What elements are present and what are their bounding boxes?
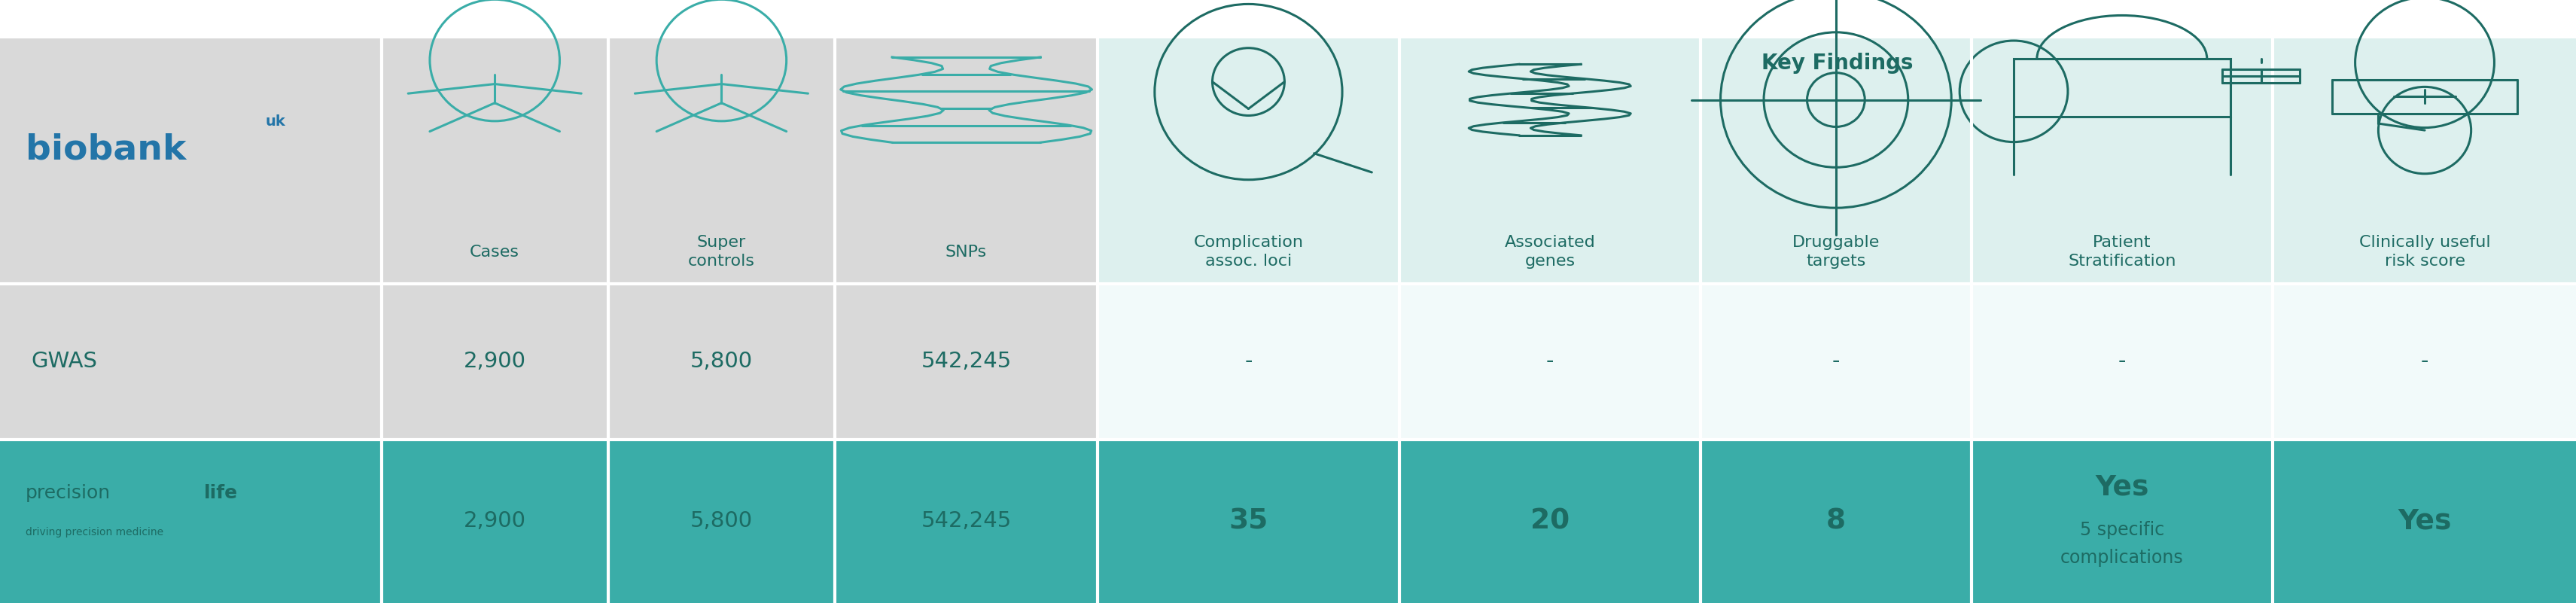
Text: -: - — [2419, 351, 2429, 372]
Text: SNPs: SNPs — [945, 245, 987, 260]
Bar — [835, 439, 1097, 603]
Bar — [381, 39, 608, 284]
Bar — [835, 284, 1097, 439]
Text: -: - — [1546, 351, 1553, 372]
Bar — [1097, 439, 1399, 603]
Text: 8: 8 — [1826, 508, 1844, 535]
Bar — [608, 284, 835, 439]
Text: Druggable
targets: Druggable targets — [1793, 235, 1878, 269]
Text: life: life — [204, 484, 237, 502]
Text: driving precision medicine: driving precision medicine — [26, 527, 162, 538]
Bar — [1700, 284, 1971, 439]
Text: Yes: Yes — [2398, 508, 2450, 535]
Bar — [1399, 439, 1700, 603]
Text: -: - — [1832, 351, 1839, 372]
Bar — [1700, 439, 1971, 603]
Bar — [1971, 439, 2272, 603]
Text: 20: 20 — [1530, 508, 1569, 535]
Text: uk: uk — [265, 115, 286, 129]
Text: Complication
assoc. loci: Complication assoc. loci — [1193, 235, 1303, 269]
Text: 5,800: 5,800 — [690, 351, 752, 372]
Bar — [0, 284, 381, 439]
Text: 2,900: 2,900 — [464, 511, 526, 532]
Bar — [608, 39, 835, 284]
Bar — [1399, 39, 1700, 284]
Bar — [2012, 59, 2228, 117]
Bar — [608, 439, 835, 603]
Text: 5,800: 5,800 — [690, 511, 752, 532]
Bar — [1097, 39, 1399, 284]
Text: Clinically useful
risk score: Clinically useful risk score — [2357, 235, 2491, 269]
Text: -: - — [2117, 351, 2125, 372]
Text: -: - — [1244, 351, 1252, 372]
Text: biobank: biobank — [26, 133, 185, 167]
Text: 5 specific: 5 specific — [2079, 520, 2164, 538]
Text: Cases: Cases — [469, 245, 520, 260]
Bar — [2272, 284, 2576, 439]
Text: precision: precision — [26, 484, 111, 502]
Text: 542,245: 542,245 — [920, 351, 1012, 372]
Bar — [2272, 439, 2576, 603]
Text: 542,245: 542,245 — [920, 511, 1012, 532]
Text: GWAS: GWAS — [31, 351, 98, 372]
Text: complications: complications — [2061, 549, 2182, 567]
Bar — [0, 39, 381, 284]
Bar — [2272, 39, 2576, 284]
Text: 2,900: 2,900 — [464, 351, 526, 372]
Bar — [835, 39, 1097, 284]
Bar — [1399, 284, 1700, 439]
Text: Yes: Yes — [2094, 474, 2148, 501]
Bar — [1700, 39, 1971, 284]
Text: Associated
genes: Associated genes — [1504, 235, 1595, 269]
Bar — [1971, 284, 2272, 439]
Bar — [1971, 39, 2272, 284]
Text: 35: 35 — [1229, 508, 1267, 535]
Text: Key Findings: Key Findings — [1762, 52, 1911, 74]
Bar — [0, 439, 381, 603]
Text: Patient
Stratification: Patient Stratification — [2069, 235, 2174, 269]
Bar — [1097, 284, 1399, 439]
Bar — [381, 284, 608, 439]
Bar — [381, 439, 608, 603]
Text: Super
controls: Super controls — [688, 235, 755, 269]
